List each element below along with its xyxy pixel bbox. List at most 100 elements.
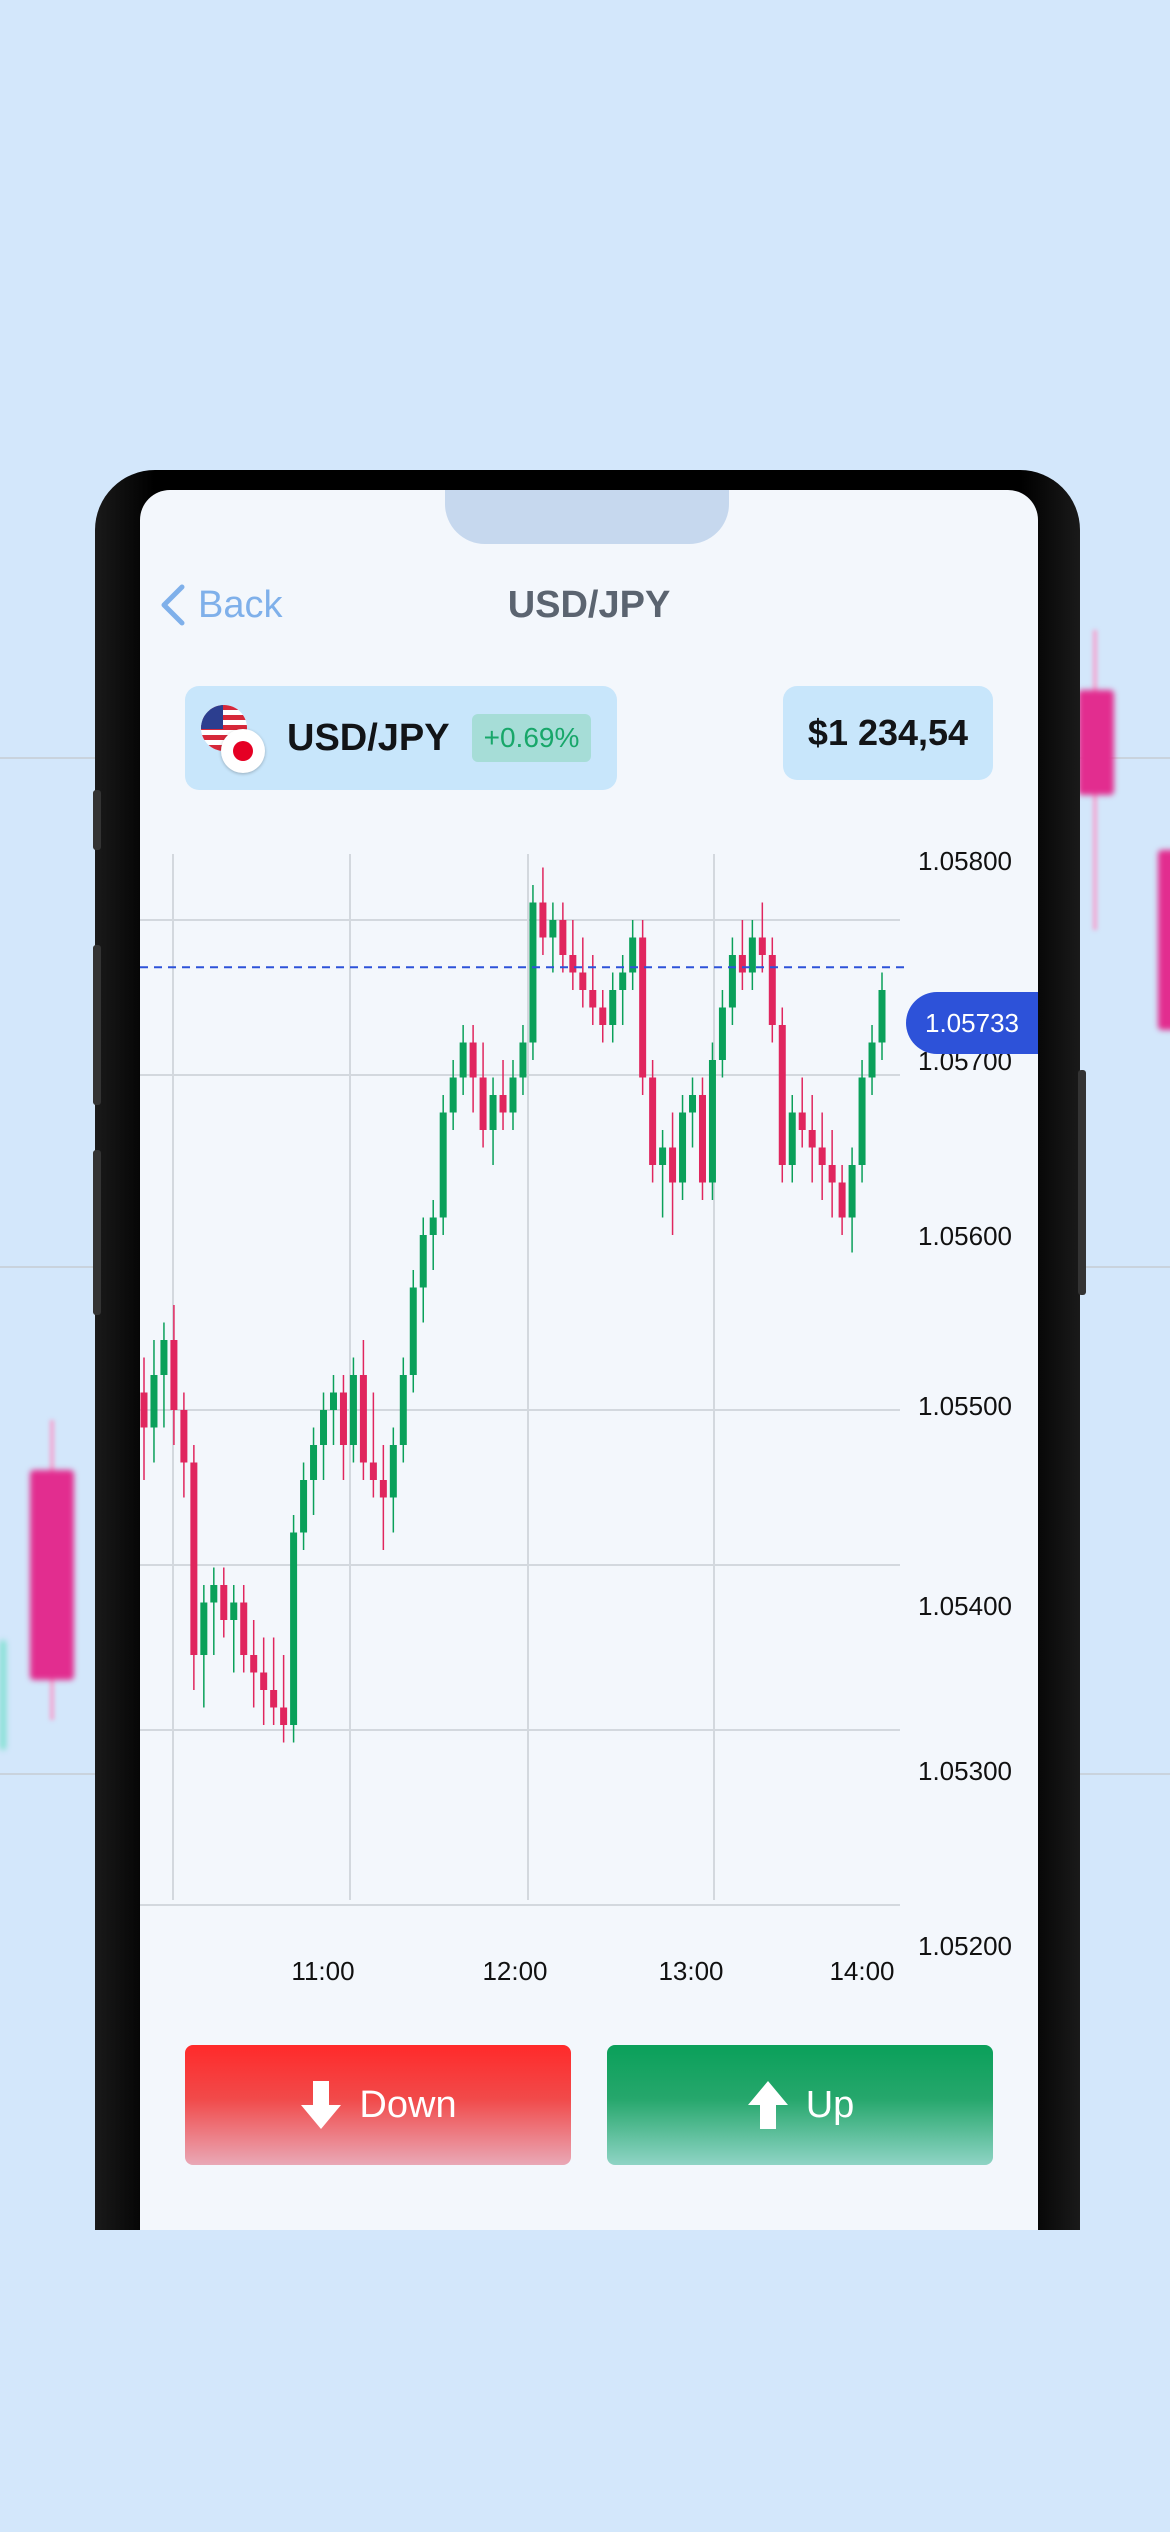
candle-body: [160, 1340, 168, 1375]
back-button[interactable]: Back: [158, 580, 282, 630]
candle-body: [250, 1655, 258, 1673]
candle-body: [569, 955, 577, 973]
candle-body: [429, 1217, 437, 1235]
candle-body: [280, 1707, 288, 1725]
candle-body: [619, 972, 627, 990]
candle-body: [369, 1462, 377, 1480]
candle-body: [818, 1147, 826, 1165]
candle-body: [689, 1095, 697, 1113]
arrow-up-icon: [747, 2081, 788, 2129]
candle-body: [379, 1480, 387, 1498]
phone-side-button: [1078, 1070, 1086, 1295]
back-label: Back: [198, 583, 283, 626]
page-title: USD/JPY: [507, 584, 671, 626]
down-button[interactable]: Down: [185, 2045, 571, 2165]
candle-body: [659, 1147, 667, 1165]
candle-body: [758, 937, 766, 955]
candle-body: [629, 937, 637, 973]
candle-body: [599, 1007, 607, 1025]
candle-body: [579, 972, 587, 990]
candle-body: [828, 1165, 836, 1183]
bg-candle: [30, 1470, 74, 1680]
candle-body: [469, 1042, 477, 1078]
candle-body: [310, 1445, 318, 1480]
candle-body: [559, 920, 567, 955]
candle-body: [190, 1462, 198, 1655]
candle-body: [499, 1095, 507, 1113]
candle-body: [389, 1445, 397, 1498]
candle-body: [539, 902, 547, 938]
candle-body: [349, 1375, 357, 1445]
candle-body: [180, 1410, 188, 1463]
candle-body: [419, 1235, 427, 1288]
change-badge: +0.69%: [471, 714, 592, 762]
candle-body: [808, 1130, 816, 1148]
down-button-label: Down: [359, 2083, 457, 2126]
candle-body: [200, 1602, 208, 1655]
candle-body: [778, 1025, 786, 1165]
candle-body: [858, 1077, 866, 1165]
candle-body: [140, 1392, 148, 1428]
bg-candle: [1158, 850, 1170, 1030]
phone-side-button: [93, 945, 101, 1105]
candle-body: [698, 1095, 706, 1183]
candle-body: [150, 1375, 158, 1428]
x-tick-label: 12:00: [482, 1956, 547, 1986]
x-tick-label: 13:00: [658, 1956, 723, 1986]
candle-body: [300, 1480, 308, 1533]
candle-body: [509, 1077, 517, 1113]
candle-body: [329, 1392, 337, 1410]
nav-bar: Back USD/JPY: [140, 580, 1038, 630]
bg-candle: [0, 1640, 6, 1750]
phone-side-button: [93, 1150, 101, 1315]
x-tick-label: 14:00: [829, 1956, 894, 1986]
candle-body: [359, 1375, 367, 1463]
y-tick-label: 1.05400: [918, 1591, 1012, 1621]
bg-fade: [0, 0, 1170, 560]
dynamic-island: [445, 490, 729, 544]
asset-selector[interactable]: USD/JPY +0.69%: [185, 686, 617, 790]
chevron-left-icon: [161, 584, 185, 626]
balance-display[interactable]: $1 234,54: [783, 686, 993, 780]
candle-body: [489, 1095, 497, 1130]
y-tick-label: 1.05300: [918, 1756, 1012, 1786]
candle-body: [409, 1287, 417, 1375]
candle-body: [549, 920, 557, 938]
y-tick-label: 1.05200: [918, 1931, 1012, 1961]
candle-body: [519, 1042, 527, 1078]
candle-body: [848, 1165, 856, 1218]
candlestick-chart[interactable]: 1.058001.057001.056001.055001.054001.053…: [140, 850, 1038, 2000]
candle-body: [708, 1060, 716, 1183]
x-tick-label: 11:00: [291, 1956, 354, 1986]
candle-body: [609, 990, 617, 1025]
candle-body: [339, 1392, 347, 1445]
candle-body: [459, 1042, 467, 1078]
candle-body: [669, 1147, 677, 1183]
bg-candle: [1078, 690, 1114, 795]
candle-body: [649, 1077, 657, 1165]
candle-body: [798, 1112, 806, 1130]
candle-body: [449, 1077, 457, 1113]
arrow-down-icon: [301, 2081, 342, 2129]
candle-body: [479, 1077, 487, 1130]
phone-side-button: [93, 790, 101, 850]
candle-body: [240, 1602, 248, 1655]
candle-body: [170, 1340, 178, 1410]
candle-body: [529, 902, 537, 1043]
candle-body: [838, 1182, 846, 1218]
candle-body: [270, 1690, 278, 1708]
candle-body: [728, 955, 736, 1008]
pair-flags: [201, 705, 267, 773]
candle-body: [868, 1042, 876, 1078]
up-button[interactable]: Up: [607, 2045, 993, 2165]
candle-body: [748, 937, 756, 973]
app-screen: Back USD/JPY USD/JPY +0.69% $1 234,54 1.…: [140, 490, 1038, 2230]
candle-body: [738, 955, 746, 973]
candle-body: [260, 1672, 268, 1690]
jp-flag-icon: [221, 729, 265, 773]
candle-body: [210, 1585, 218, 1603]
candle-body: [320, 1410, 328, 1445]
y-tick-label: 1.05600: [918, 1221, 1012, 1251]
candle-body: [679, 1112, 687, 1183]
candle-body: [589, 990, 597, 1008]
